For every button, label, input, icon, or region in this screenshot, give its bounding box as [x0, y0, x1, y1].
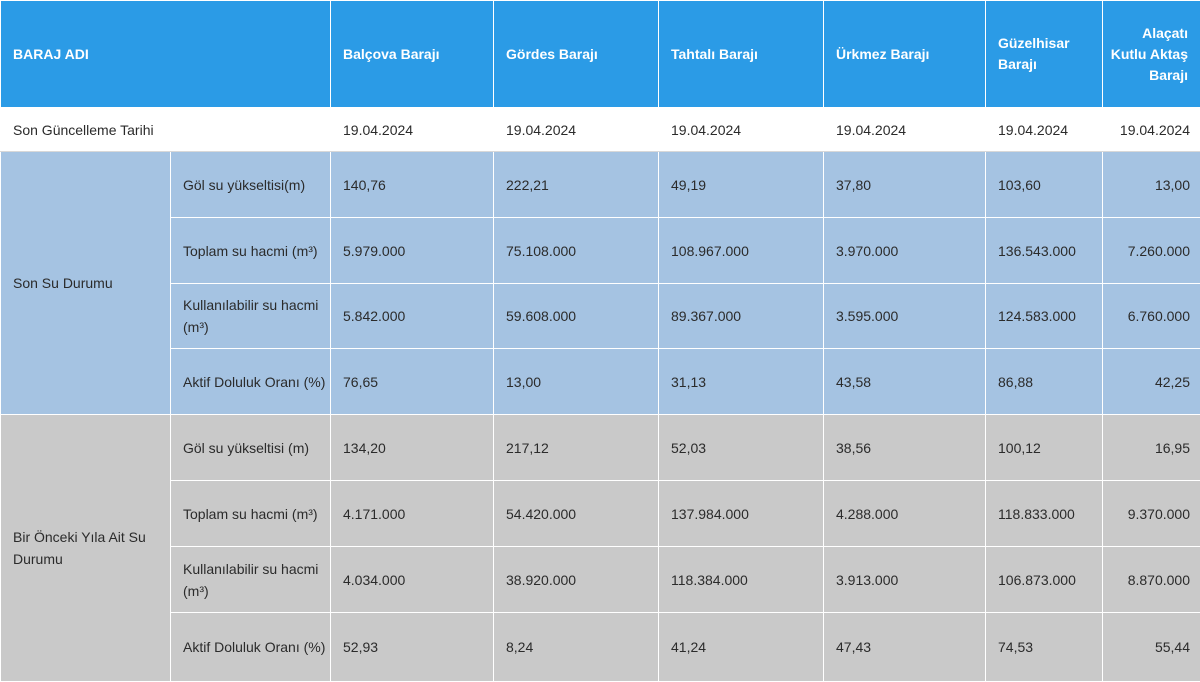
table-cell: 140,76 — [331, 152, 494, 218]
row-label: Aktif Doluluk Oranı (%) — [171, 613, 331, 682]
table-cell: 5.842.000 — [331, 284, 494, 349]
table-cell: 8.870.000 — [1103, 547, 1200, 613]
table-cell: 8,24 — [494, 613, 659, 682]
dam-header: Alaçatı Kutlu Aktaş Barajı — [1103, 1, 1200, 108]
table-cell: 222,21 — [494, 152, 659, 218]
table-cell: 6.760.000 — [1103, 284, 1200, 349]
row-label: Göl su yükseltisi (m) — [171, 415, 331, 481]
dam-header: Tahtalı Barajı — [659, 1, 824, 108]
dam-header: Güzelhisar Barajı — [986, 1, 1103, 108]
table-row: Kullanılabilir su hacmi (m³) 5.842.000 5… — [1, 284, 1200, 349]
table-cell: 52,03 — [659, 415, 824, 481]
table-cell: 7.260.000 — [1103, 218, 1200, 284]
table-cell: 86,88 — [986, 349, 1103, 415]
row-label: Göl su yükseltisi(m) — [171, 152, 331, 218]
table-cell: 124.583.000 — [986, 284, 1103, 349]
table-cell: 74,53 — [986, 613, 1103, 682]
table-cell: 5.979.000 — [331, 218, 494, 284]
table-cell: 54.420.000 — [494, 481, 659, 547]
table-cell: 38,56 — [824, 415, 986, 481]
table-cell: 108.967.000 — [659, 218, 824, 284]
table-cell: 38.920.000 — [494, 547, 659, 613]
table-row: Toplam su hacmi (m³) 5.979.000 75.108.00… — [1, 218, 1200, 284]
table-cell: 41,24 — [659, 613, 824, 682]
table-cell: 9.370.000 — [1103, 481, 1200, 547]
table-cell: 3.970.000 — [824, 218, 986, 284]
table-cell: 19.04.2024 — [331, 108, 494, 152]
table-cell: 13,00 — [1103, 152, 1200, 218]
table-cell: 100,12 — [986, 415, 1103, 481]
table-row: Bir Önceki Yıla Ait Su Durumu Göl su yük… — [1, 415, 1200, 481]
table-cell: 118.833.000 — [986, 481, 1103, 547]
table-cell: 19.04.2024 — [659, 108, 824, 152]
table-cell: 217,12 — [494, 415, 659, 481]
table-cell: 89.367.000 — [659, 284, 824, 349]
row-label: Kullanılabilir su hacmi (m³) — [171, 547, 331, 613]
table-cell: 52,93 — [331, 613, 494, 682]
table-cell: 118.384.000 — [659, 547, 824, 613]
table-cell: 59.608.000 — [494, 284, 659, 349]
table-cell: 16,95 — [1103, 415, 1200, 481]
table-row: Kullanılabilir su hacmi (m³) 4.034.000 3… — [1, 547, 1200, 613]
table-cell: 37,80 — [824, 152, 986, 218]
table-cell: 106.873.000 — [986, 547, 1103, 613]
table-row: Toplam su hacmi (m³) 4.171.000 54.420.00… — [1, 481, 1200, 547]
table-cell: 137.984.000 — [659, 481, 824, 547]
row-label: Toplam su hacmi (m³) — [171, 481, 331, 547]
table-cell: 103,60 — [986, 152, 1103, 218]
table-cell: 49,19 — [659, 152, 824, 218]
table-cell: 13,00 — [494, 349, 659, 415]
header-label: BARAJ ADI — [1, 1, 331, 108]
table-row: Son Su Durumu Göl su yükseltisi(m) 140,7… — [1, 152, 1200, 218]
table-cell: 19.04.2024 — [1103, 108, 1200, 152]
last-update-row: Son Güncelleme Tarihi 19.04.2024 19.04.2… — [1, 108, 1200, 152]
table-cell: 42,25 — [1103, 349, 1200, 415]
row-label: Toplam su hacmi (m³) — [171, 218, 331, 284]
table-cell: 19.04.2024 — [494, 108, 659, 152]
table-cell: 47,43 — [824, 613, 986, 682]
row-label: Aktif Doluluk Oranı (%) — [171, 349, 331, 415]
table-cell: 134,20 — [331, 415, 494, 481]
dam-header: Ürkmez Barajı — [824, 1, 986, 108]
table-row: Aktif Doluluk Oranı (%) 76,65 13,00 31,1… — [1, 349, 1200, 415]
table-cell: 75.108.000 — [494, 218, 659, 284]
table-cell: 55,44 — [1103, 613, 1200, 682]
table-cell: 136.543.000 — [986, 218, 1103, 284]
row-label: Kullanılabilir su hacmi (m³) — [171, 284, 331, 349]
table-cell: 19.04.2024 — [824, 108, 986, 152]
table-row: Aktif Doluluk Oranı (%) 52,93 8,24 41,24… — [1, 613, 1200, 682]
table-cell: 31,13 — [659, 349, 824, 415]
table-cell: 43,58 — [824, 349, 986, 415]
dam-header: Gördes Barajı — [494, 1, 659, 108]
table-cell: 3.913.000 — [824, 547, 986, 613]
table-cell: 4.171.000 — [331, 481, 494, 547]
table-cell: 4.288.000 — [824, 481, 986, 547]
group-label: Bir Önceki Yıla Ait Su Durumu — [1, 415, 171, 682]
table-cell: 4.034.000 — [331, 547, 494, 613]
dam-header: Balçova Barajı — [331, 1, 494, 108]
table-cell: 3.595.000 — [824, 284, 986, 349]
table-cell: 19.04.2024 — [986, 108, 1103, 152]
row-label: Son Güncelleme Tarihi — [1, 108, 331, 152]
header-row: BARAJ ADI Balçova Barajı Gördes Barajı T… — [1, 1, 1200, 108]
group-label: Son Su Durumu — [1, 152, 171, 415]
table-cell: 76,65 — [331, 349, 494, 415]
